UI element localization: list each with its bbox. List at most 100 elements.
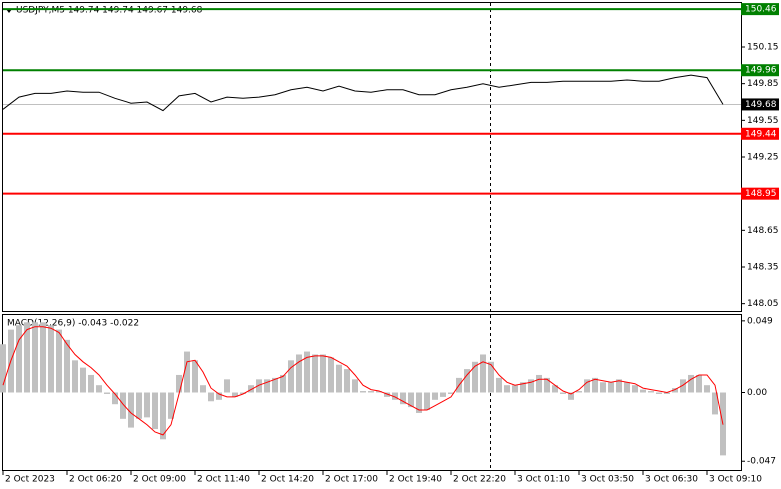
macd-bar [368, 391, 374, 393]
macd-bar [712, 392, 718, 415]
y-tick-label: 148.65 [747, 226, 779, 236]
x-tick-label: 2 Oct 17:00 [325, 475, 378, 485]
macd-bar [520, 382, 526, 393]
macd-bar [48, 325, 54, 393]
macd-bar [160, 392, 166, 440]
y-tick-label: 149.85 [747, 79, 779, 89]
macd-bar [528, 379, 534, 393]
level-label: 150.46 [745, 5, 777, 15]
macd-bar [280, 374, 286, 393]
x-tick-label: 3 Oct 03:50 [581, 475, 634, 485]
macd-bar [488, 361, 494, 393]
macd-bar [608, 382, 614, 393]
macd-bar [256, 379, 262, 393]
macd-bar [432, 392, 438, 400]
macd-bar [176, 374, 182, 393]
price-panel [2, 2, 742, 312]
macd-bar [704, 385, 710, 393]
y-tick-label: 149.25 [747, 153, 779, 163]
macd-bar [376, 391, 382, 393]
macd-bar [352, 379, 358, 393]
macd-bar [320, 354, 326, 393]
macd-bar [0, 344, 6, 393]
macd-bar [360, 391, 366, 393]
signal-line [2, 326, 724, 436]
macd-bar [304, 351, 310, 393]
macd-bar [504, 385, 510, 393]
macd-bar [240, 392, 246, 394]
y-tick-label: 149.55 [747, 116, 779, 126]
y-tick-label: 0.049 [747, 316, 773, 326]
x-tick-label: 3 Oct 09:10 [709, 475, 762, 485]
macd-bar [192, 360, 198, 393]
macd-bar [616, 379, 622, 393]
macd-bar [600, 382, 606, 393]
macd-bar [328, 357, 334, 393]
macd-bar [400, 392, 406, 405]
macd-bar [272, 377, 278, 393]
level-label: 149.44 [745, 129, 777, 139]
macd-bar [248, 385, 254, 393]
macd-bar [96, 385, 102, 393]
macd-bar [312, 354, 318, 393]
macd-bar [680, 379, 686, 393]
macd-bar [408, 392, 414, 408]
macd-bar [640, 389, 646, 393]
macd-bar [392, 392, 398, 400]
macd-bar [32, 322, 38, 393]
macd-bar [16, 325, 22, 393]
macd-bar [64, 339, 70, 393]
y-tick-label: 148.05 [747, 299, 779, 309]
level-box [741, 187, 779, 200]
macd-bar [648, 391, 654, 393]
macd-bar [472, 361, 478, 393]
macd-bar [416, 392, 422, 413]
macd-bar [336, 364, 342, 393]
macd-bar [168, 392, 174, 419]
macd-bar [72, 360, 78, 393]
level-label: 149.96 [745, 66, 777, 76]
macd-bar [384, 392, 390, 397]
y-tick-label: -0.047 [747, 457, 776, 467]
macd-bar [696, 374, 702, 393]
x-tick-label: 2 Oct 14:20 [261, 475, 314, 485]
x-tick-label: 2 Oct 2023 [5, 475, 55, 485]
price-line [2, 74, 724, 112]
macd-title: MACD(12,26,9) -0.043 -0.022 [7, 319, 139, 329]
macd-bar [656, 392, 662, 394]
macd-bar [512, 385, 518, 393]
macd-bar [536, 374, 542, 393]
macd-bar [56, 329, 62, 393]
macd-bar [688, 374, 694, 393]
macd-bar [120, 392, 126, 419]
macd-bar [200, 385, 206, 393]
x-tick-label: 2 Oct 22:20 [453, 475, 506, 485]
macd-bar [568, 392, 574, 400]
macd-bar [424, 392, 430, 411]
macd-bar [104, 392, 110, 394]
macd-bar [184, 351, 190, 393]
level-box [741, 3, 779, 16]
x-tick-label: 3 Oct 06:30 [645, 475, 698, 485]
macd-bar [552, 385, 558, 393]
last-price-box [741, 98, 779, 111]
macd-bar [544, 377, 550, 393]
x-tick-label: 3 Oct 01:10 [517, 475, 570, 485]
macd-bar [592, 377, 598, 393]
level-box [741, 127, 779, 140]
level-label: 148.95 [745, 189, 777, 199]
macd-bar [144, 392, 150, 418]
macd-bar [464, 369, 470, 393]
macd-bar [112, 392, 118, 405]
macd-bar [128, 392, 134, 428]
macd-bar [584, 379, 590, 393]
macd-bar [80, 367, 86, 393]
y-tick-label: 0.00 [747, 388, 767, 398]
macd-bar [344, 369, 350, 393]
macd-bar [216, 392, 222, 400]
level-box [741, 64, 779, 77]
macd-bar [296, 354, 302, 393]
last-price-label: 149.68 [745, 100, 777, 110]
macd-bar [152, 392, 158, 430]
